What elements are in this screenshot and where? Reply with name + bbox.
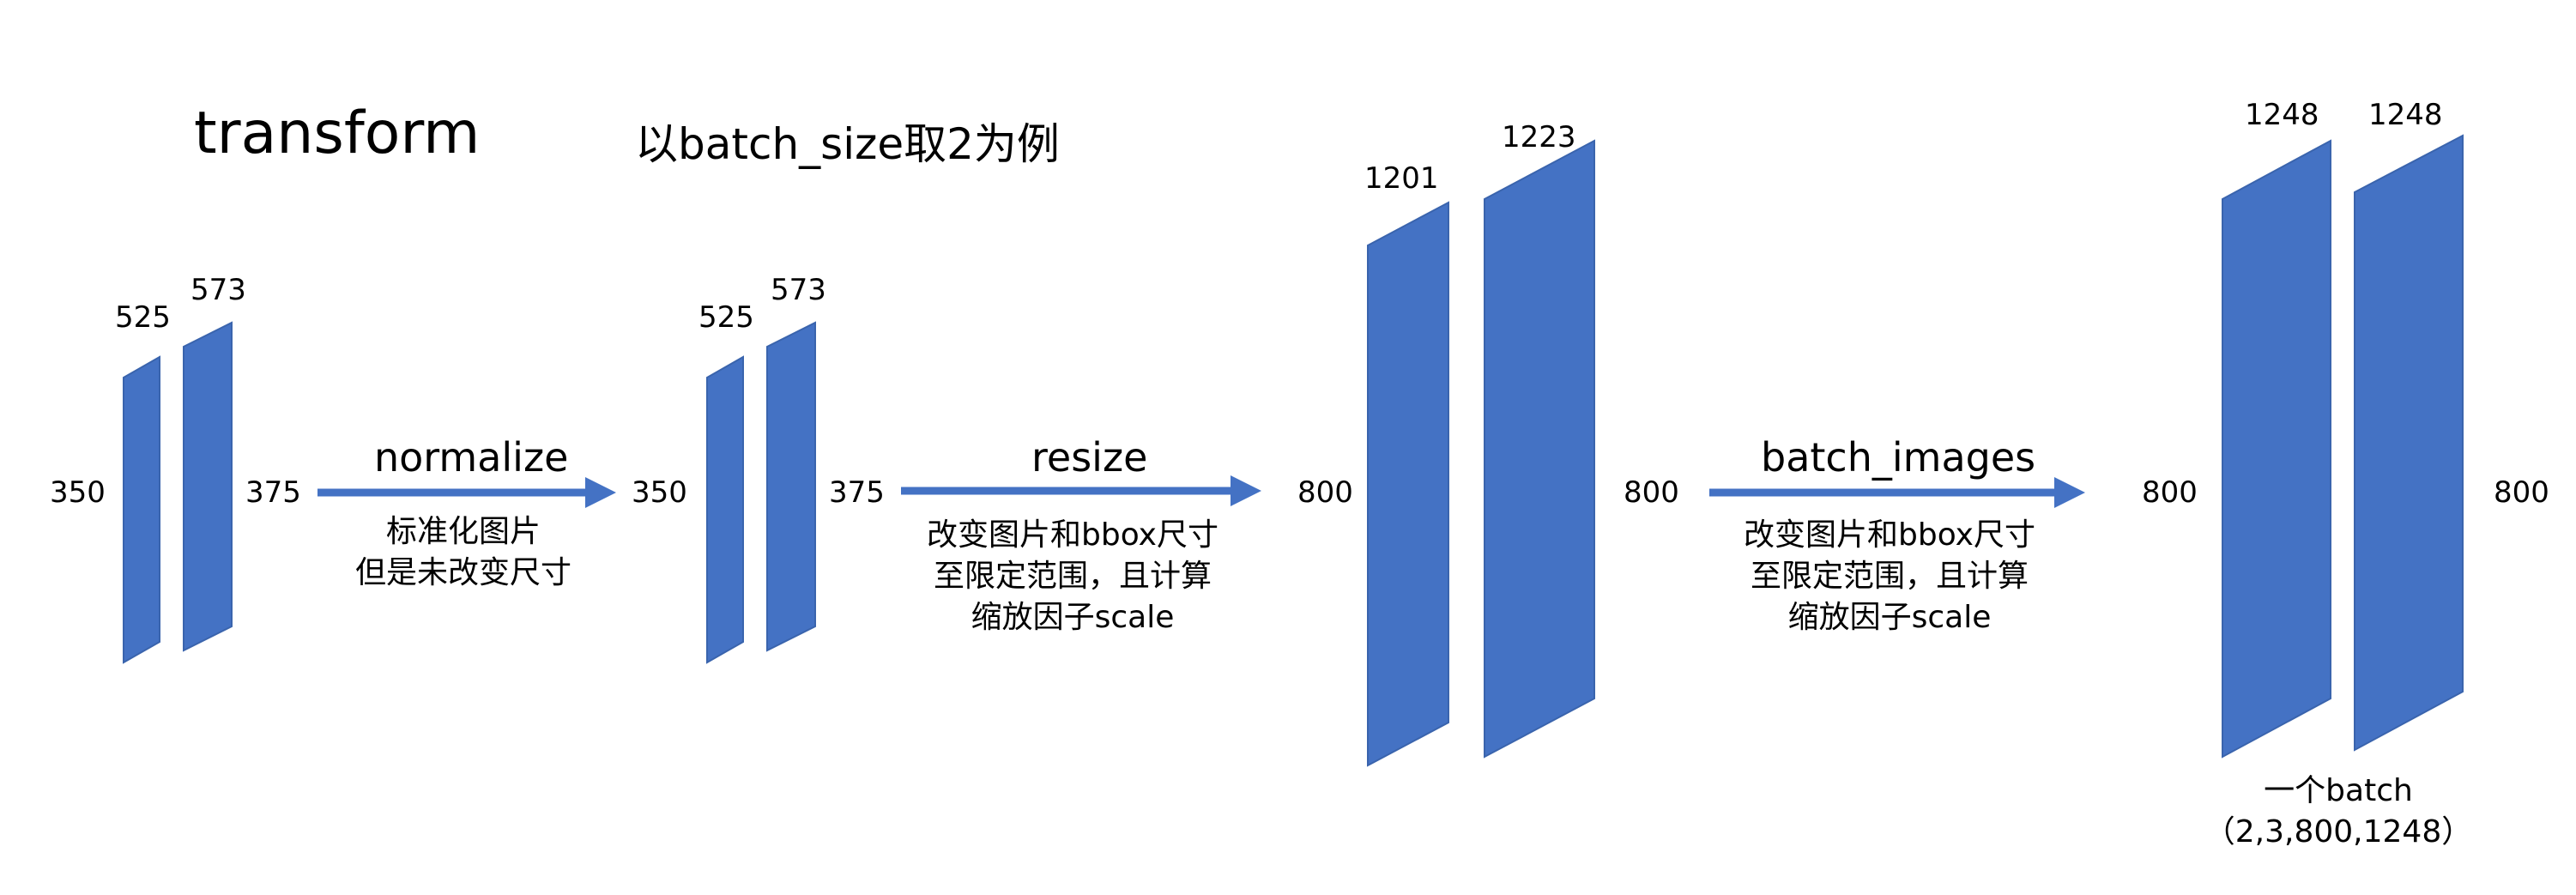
stage1-image-1: [123, 355, 160, 664]
stage4-width-1: 1248: [2245, 98, 2319, 132]
stage1-height-left: 350: [50, 475, 106, 510]
stage2-height-left: 350: [632, 475, 687, 510]
stage3-width-1: 1201: [1364, 161, 1439, 196]
stage4-image-1: [2222, 139, 2331, 759]
stage1-height-right: 375: [245, 475, 301, 510]
caption-line: 一个batch: [2264, 773, 2413, 808]
stage4-height-left: 800: [2142, 475, 2198, 510]
step-batch-images-label: batch_images: [1761, 434, 2036, 481]
stage4-width-2: 1248: [2368, 98, 2443, 132]
step-normalize-label: normalize: [374, 434, 569, 481]
note-line: 标准化图片: [385, 514, 541, 549]
note-line: 改变图片和bbox尺寸: [1744, 517, 2035, 553]
caption-line: （2,3,800,1248）: [2204, 814, 2473, 850]
step-resize-note: 改变图片和bbox尺寸 至限定范围，且计算 缩放因子scale: [910, 515, 1236, 638]
step-resize-label: resize: [1031, 434, 1148, 481]
stage3-width-2: 1223: [1502, 120, 1576, 154]
stage2-width-2: 573: [771, 273, 826, 307]
stage2-height-right: 375: [829, 475, 885, 510]
step-batch-images-note: 改变图片和bbox尺寸 至限定范围，且计算 缩放因子scale: [1726, 515, 2053, 638]
stage3-image-1: [1367, 201, 1449, 767]
stage2-width-1: 525: [698, 300, 754, 335]
subtitle: 以batch_size取2为例: [635, 119, 1060, 169]
note-line: 至限定范围，且计算: [1750, 559, 2029, 594]
note-line: 至限定范围，且计算: [933, 559, 1212, 594]
note-line: 改变图片和bbox尺寸: [927, 517, 1218, 553]
stage1-image-2: [183, 321, 233, 652]
stage1-width-2: 573: [190, 273, 246, 307]
stage2-image-2: [766, 321, 816, 652]
note-line: 但是未改变尺寸: [354, 555, 571, 590]
stage4-image-2: [2354, 134, 2464, 752]
stage4-height-right: 800: [2494, 475, 2549, 510]
note-line: 缩放因子scale: [1787, 600, 1992, 635]
step-normalize-note: 标准化图片 但是未改变尺寸: [335, 511, 592, 594]
page-title: transform: [194, 100, 481, 167]
stage2-image-1: [706, 355, 744, 664]
stage1-width-1: 525: [115, 300, 171, 335]
stage3-height-left: 800: [1297, 475, 1353, 510]
stage3-image-2: [1484, 139, 1595, 759]
note-line: 缩放因子scale: [971, 600, 1175, 635]
stage3-height-right: 800: [1624, 475, 1679, 510]
batch-caption: 一个batch （2,3,800,1248）: [2197, 771, 2480, 853]
